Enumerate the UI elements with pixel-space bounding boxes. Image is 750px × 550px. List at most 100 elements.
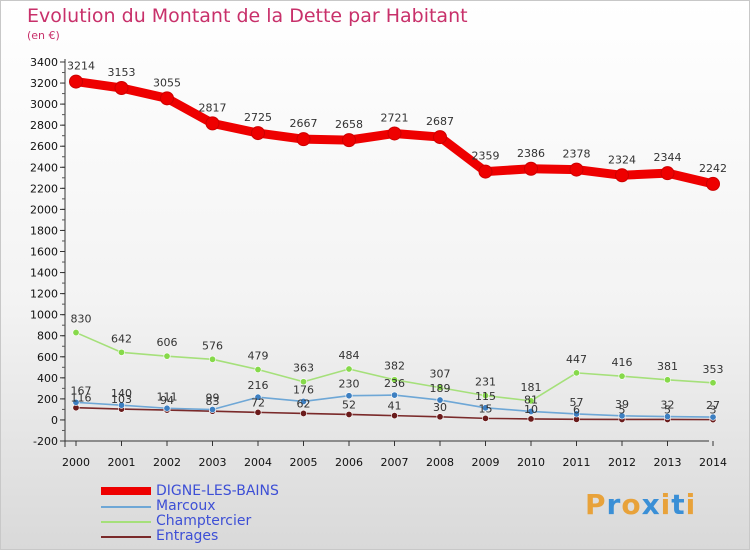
data-point-entrages [345,410,353,418]
data-point-digne [69,74,83,89]
legend-label-champtercier: Champtercier [156,513,252,529]
chart-subtitle: (en €) [27,29,60,42]
data-point-champtercier [209,355,217,363]
y-tick-label: 200 [37,393,58,406]
data-label-entrages: 116 [71,392,92,405]
y-tick-label: 3200 [30,77,58,90]
data-point-marcoux [390,391,398,399]
data-label-champtercier: 479 [248,350,269,363]
logo-letter: i [685,488,697,521]
data-label-digne: 3214 [67,60,95,73]
data-point-digne [615,168,629,183]
data-point-champtercier [345,365,353,373]
y-tick-label: 2800 [30,119,58,132]
data-label-champtercier: 363 [293,362,314,375]
data-label-marcoux: 111 [157,390,178,403]
data-label-digne: 2817 [199,101,227,114]
legend-swatch-entrages [101,536,151,538]
data-label-marcoux: 39 [615,398,629,411]
data-point-marcoux [118,401,126,409]
data-label-champtercier: 642 [111,332,132,345]
data-point-digne [114,81,129,96]
y-tick-label: 1000 [30,309,58,322]
data-point-champtercier [163,352,171,360]
data-point-champtercier [254,366,262,374]
legend-swatch-marcoux [101,506,151,508]
data-label-marcoux: 27 [706,399,720,412]
data-label-marcoux: 216 [248,379,269,392]
data-label-marcoux: 115 [475,390,496,403]
data-point-marcoux [481,404,489,412]
data-label-marcoux: 81 [524,393,538,406]
y-tick-label: 3400 [30,56,58,69]
data-point-entrages [481,414,489,422]
data-point-marcoux [618,412,626,420]
data-point-entrages [436,413,444,421]
data-point-champtercier [709,379,717,387]
data-label-digne: 3153 [108,66,136,79]
data-label-entrages: 10 [524,403,538,416]
y-tick-label: 1400 [30,267,58,280]
data-point-digne [478,164,493,179]
logo-letter: P [585,488,607,521]
data-point-marcoux [163,404,171,412]
data-label-digne: 3055 [153,76,181,89]
data-label-marcoux: 176 [293,383,314,396]
data-label-entrages: 83 [206,395,220,408]
data-point-digne [524,161,538,176]
data-label-champtercier: 307 [430,368,451,381]
data-label-marcoux: 236 [384,377,405,390]
y-tick-label: 1600 [30,246,58,259]
data-label-champtercier: 576 [202,339,223,352]
data-point-digne [569,162,584,177]
data-point-champtercier [299,378,307,386]
data-label-entrages: 15 [479,402,493,415]
data-point-champtercier [118,348,126,356]
data-point-champtercier [390,376,398,384]
y-tick-label: 2600 [30,140,58,153]
data-label-champtercier: 830 [71,313,92,326]
data-point-digne [433,130,447,145]
data-label-digne: 2242 [699,162,727,175]
y-tick-label: 800 [37,330,58,343]
legend-label-marcoux: Marcoux [156,498,216,514]
logo-letter: r [606,488,622,521]
data-label-entrages: 5 [619,403,626,416]
x-tick-label: 2009 [472,456,500,469]
data-point-entrages [390,412,398,420]
data-label-digne: 2725 [244,111,272,124]
y-tick-label: 2000 [30,203,58,216]
data-label-entrages: 94 [160,394,174,407]
data-label-champtercier: 606 [157,336,178,349]
x-tick-label: 2008 [426,456,454,469]
data-point-champtercier [481,392,489,400]
data-label-entrages: 41 [388,400,402,413]
data-label-entrages: 5 [664,403,671,416]
x-tick-label: 2003 [199,456,227,469]
y-tick-label: -200 [33,435,58,448]
y-tick-label: 1200 [30,288,58,301]
data-point-marcoux [663,413,671,421]
data-label-marcoux: 140 [111,387,132,400]
data-point-marcoux [436,396,444,404]
data-point-champtercier [618,372,626,380]
y-tick-label: 0 [51,414,58,427]
x-tick-label: 2007 [381,456,409,469]
y-tick-label: 2200 [30,182,58,195]
y-tick-label: 3000 [30,98,58,111]
data-label-champtercier: 484 [339,349,360,362]
legend-swatch-digne [101,487,151,495]
data-point-marcoux [572,410,580,418]
y-tick-label: 1800 [30,224,58,237]
data-label-digne: 2667 [290,117,318,130]
x-tick-label: 2001 [108,456,136,469]
data-label-entrages: 3 [710,404,717,417]
data-point-digne [160,91,174,106]
data-point-digne [660,166,675,181]
data-point-marcoux [209,406,217,414]
data-label-digne: 2324 [608,153,636,166]
data-label-marcoux: 99 [206,392,220,405]
